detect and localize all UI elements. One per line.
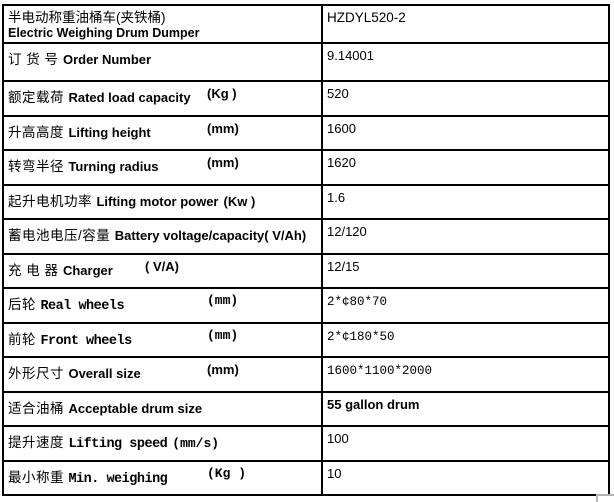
spec-label-cn: 前轮 (8, 331, 36, 347)
spec-row: 最小称重 Min. weighing (Kg ) 10 (2, 459, 610, 496)
spec-label-cell: 适合油桶 Acceptable drum size (2, 390, 323, 427)
spec-label-cn: 适合油桶 (8, 400, 64, 416)
spec-label-cell: 最小称重 Min. weighing (Kg ) (2, 459, 323, 496)
spec-value: 10 (327, 465, 342, 481)
spec-label-cell: 起升电机功率 Lifting motor power (Kw ) (2, 183, 323, 220)
spec-row: 外形尺寸 Overall size (mm) 1600*1100*2000 (2, 356, 610, 393)
spec-label-cn: 额定载荷 (8, 90, 64, 105)
model-number-cell: HZDYL520-2 (321, 4, 610, 44)
spec-row: 订 货 号 Order Number 9.14001 (2, 42, 610, 82)
spec-value: 9.14001 (327, 48, 374, 63)
product-title-en: Electric Weighing Drum Dumper (8, 26, 200, 40)
spec-row: 充 电 器 Charger ( V/A) 12/15 (2, 252, 610, 289)
spec-row: 适合油桶 Acceptable drum size 55 gallon drum (2, 390, 610, 427)
spec-row: 后轮 Real wheels (mm) 2*¢80*70 (2, 287, 610, 324)
spec-label-cell: 蓄电池电压/容量 Battery voltage/capacity( V/Ah) (2, 218, 323, 255)
spec-row: 额定载荷 Rated load capacity (Kg ) 520 (2, 80, 610, 117)
spec-label-cell: 提升速度 Lifting speed (mm/s) (2, 425, 323, 462)
spec-value: 55 gallon drum (327, 396, 420, 412)
spec-label-en: Turning radius (68, 159, 159, 174)
spec-label-en: Lifting speed (68, 437, 168, 452)
model-number: HZDYL520-2 (327, 10, 406, 25)
spec-value: 100 (327, 431, 349, 446)
spec-label-cell: 订 货 号 Order Number (2, 42, 323, 82)
spec-value: 1600 (327, 120, 356, 136)
spec-label-cn: 提升速度 (8, 435, 64, 450)
spec-label-cn: 升高高度 (8, 124, 64, 140)
spec-unit: (mm) (207, 120, 239, 136)
spec-value-cell: 1.6 (321, 183, 610, 220)
spec-unit: ( V/A) (145, 258, 179, 274)
spec-row: 蓄电池电压/容量 Battery voltage/capacity( V/Ah)… (2, 218, 610, 255)
spec-value-cell: 1620 (321, 149, 610, 186)
spec-label-cn: 蓄电池电压/容量 (8, 228, 111, 243)
spec-value-cell: 2*¢180*50 (321, 321, 610, 358)
spec-label-cell: 额定载荷 Rated load capacity (Kg ) (2, 80, 323, 117)
spec-value-cell: 2*¢80*70 (321, 287, 610, 324)
spec-label-cn: 订 货 号 (8, 52, 59, 67)
spec-unit: (Kw ) (223, 193, 256, 209)
spec-value: 1.6 (327, 189, 346, 205)
spec-label-en: Battery voltage/capacity( V/Ah) (114, 228, 307, 243)
spec-label-cn: 起升电机功率 (8, 193, 92, 209)
spec-row: 升高高度 Lifting height (mm) 1600 (2, 114, 610, 151)
spec-label-cn: 最小称重 (8, 469, 64, 485)
spec-value: 12/15 (327, 258, 360, 274)
spec-unit: (Kg ) (207, 465, 247, 481)
spec-label-en: Order Number (62, 52, 152, 67)
spec-label-cell: 前轮 Front wheels (mm) (2, 321, 323, 358)
spec-value-cell: 10 (321, 459, 610, 496)
spec-label-en: Real wheels (40, 299, 125, 314)
spec-label-cell: 升高高度 Lifting height (mm) (2, 114, 323, 151)
spec-unit: (mm/s) (172, 436, 220, 451)
spec-value: 520 (327, 86, 349, 101)
spec-table: 半电动称重油桶车(夹铁桶) Electric Weighing Drum Dum… (2, 4, 610, 496)
spec-label-cn: 后轮 (8, 297, 36, 312)
spec-value-cell: 1600 (321, 114, 610, 151)
spec-unit: (mm) (207, 362, 239, 377)
spec-row: 提升速度 Lifting speed (mm/s) 100 (2, 425, 610, 462)
spec-value: 12/120 (327, 224, 367, 239)
spec-label-cn: 外形尺寸 (8, 366, 64, 381)
spec-label-en: Front wheels (40, 333, 132, 349)
spec-row: 起升电机功率 Lifting motor power (Kw ) 1.6 (2, 183, 610, 220)
spec-value-cell: 1600*1100*2000 (321, 356, 610, 393)
spec-row: 转弯半径 Turning radius (mm) 1620 (2, 149, 610, 186)
spec-label-en: Acceptable drum size (68, 400, 203, 416)
spec-label-cell: 充 电 器 Charger ( V/A) (2, 252, 323, 289)
spec-value: 1600*1100*2000 (327, 364, 433, 378)
spec-value-cell: 12/15 (321, 252, 610, 289)
spec-label-en: Charger (62, 262, 113, 278)
spec-unit: (Kg ) (207, 86, 237, 101)
spec-label-en: Lifting motor power (96, 193, 219, 209)
product-title-cell: 半电动称重油桶车(夹铁桶) Electric Weighing Drum Dum… (2, 4, 323, 44)
spec-value-cell: 100 (321, 425, 610, 462)
spec-row: 前轮 Front wheels (mm) 2*¢180*50 (2, 321, 610, 358)
spec-value-cell: 9.14001 (321, 42, 610, 82)
selection-handle-artifact (596, 494, 614, 502)
product-title-cn: 半电动称重油桶车(夹铁桶) (8, 10, 166, 25)
spec-label-cell: 转弯半径 Turning radius (mm) (2, 149, 323, 186)
spec-label-cn: 充 电 器 (8, 262, 59, 278)
spec-label-cell: 外形尺寸 Overall size (mm) (2, 356, 323, 393)
spec-label-cell: 后轮 Real wheels (mm) (2, 287, 323, 324)
spec-value-cell: 520 (321, 80, 610, 117)
spec-value: 1620 (327, 155, 356, 170)
spec-label-en: Min. weighing (68, 471, 168, 487)
spec-label-cn: 转弯半径 (8, 159, 64, 174)
spec-value: 2*¢180*50 (327, 329, 395, 344)
spec-unit: (mm) (207, 327, 239, 343)
spec-value: 2*¢80*70 (327, 295, 388, 309)
header-row: 半电动称重油桶车(夹铁桶) Electric Weighing Drum Dum… (2, 4, 610, 44)
spec-label-en: Lifting height (68, 124, 151, 140)
spec-label-en: Rated load capacity (68, 90, 191, 105)
spec-unit: (mm) (207, 155, 239, 170)
spec-unit: (mm) (207, 293, 239, 308)
spec-value-cell: 12/120 (321, 218, 610, 255)
spec-label-en: Overall size (68, 366, 141, 381)
spec-value-cell: 55 gallon drum (321, 390, 610, 427)
